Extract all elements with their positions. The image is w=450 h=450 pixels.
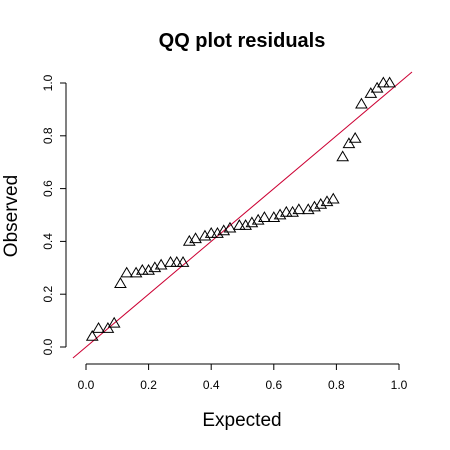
data-point <box>107 316 121 328</box>
data-point <box>383 76 396 88</box>
data-point <box>142 263 155 275</box>
data-point <box>267 211 281 222</box>
data-point <box>314 197 328 209</box>
data-point <box>120 266 134 278</box>
data-point <box>273 208 287 220</box>
data-point <box>223 221 237 233</box>
data-point <box>211 226 224 238</box>
data-point <box>182 234 196 246</box>
data-point <box>217 224 231 236</box>
data-point <box>114 277 127 288</box>
data-point <box>370 81 384 93</box>
x-tick-label: 0.0 <box>78 378 95 392</box>
data-point <box>376 76 390 88</box>
x-axis: 0.0 0.2 0.4 0.6 0.8 1.0 <box>78 363 408 392</box>
y-tick-label: 0.0 <box>41 338 55 355</box>
data-point <box>364 87 378 98</box>
data-point <box>204 226 218 238</box>
data-point <box>189 232 202 244</box>
y-tick-label: 0.4 <box>41 233 55 250</box>
data-points <box>85 76 396 341</box>
data-point <box>92 322 105 333</box>
data-point <box>232 219 246 230</box>
data-point <box>170 256 184 267</box>
data-point <box>239 219 253 230</box>
data-point <box>286 205 299 217</box>
y-axis: 0.0 0.2 0.4 0.6 0.8 1.0 <box>41 74 67 355</box>
x-tick-label: 0.2 <box>140 378 157 392</box>
data-point <box>342 137 356 149</box>
data-point <box>308 200 321 212</box>
x-tick-label: 0.8 <box>328 378 345 392</box>
data-point <box>164 256 177 267</box>
y-tick-label: 1.0 <box>41 74 55 91</box>
reference-line <box>72 71 413 359</box>
data-point <box>176 256 190 267</box>
data-point <box>101 322 115 333</box>
x-axis-label: Expected <box>202 410 281 431</box>
data-point <box>148 261 162 273</box>
data-point <box>301 203 315 215</box>
y-tick-label: 0.6 <box>41 180 55 197</box>
data-point <box>258 211 271 222</box>
data-point <box>348 131 362 143</box>
data-point <box>355 97 368 109</box>
chart-title: QQ plot residuals <box>159 30 326 52</box>
data-point <box>198 229 212 241</box>
data-point <box>129 266 143 278</box>
data-point <box>85 329 99 341</box>
y-axis-label: Observed <box>1 175 22 257</box>
x-tick-label: 1.0 <box>391 378 408 392</box>
y-tick-label: 0.2 <box>41 286 55 303</box>
x-tick-label: 0.6 <box>265 378 282 392</box>
data-point <box>245 216 259 228</box>
data-point <box>154 258 168 270</box>
y-tick-label: 0.8 <box>41 127 55 144</box>
data-point <box>326 192 340 204</box>
data-point <box>251 213 265 225</box>
data-point <box>320 195 334 207</box>
x-tick-label: 0.4 <box>203 378 220 392</box>
data-point <box>279 205 293 217</box>
data-point <box>292 203 306 215</box>
data-point <box>135 263 149 275</box>
data-point <box>336 150 350 162</box>
